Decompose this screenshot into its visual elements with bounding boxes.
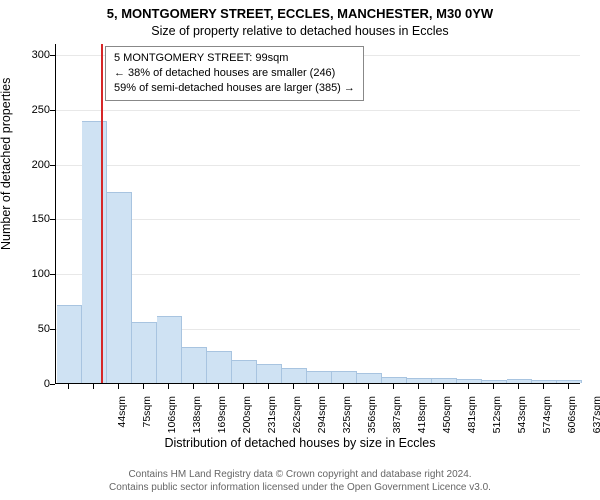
x-tick	[543, 384, 544, 389]
y-tick	[50, 274, 55, 275]
histogram-bar	[557, 380, 582, 383]
y-tick-label: 250	[10, 104, 50, 116]
gridline	[56, 110, 580, 111]
chart-subtitle: Size of property relative to detached ho…	[0, 24, 600, 38]
histogram-bar	[482, 380, 507, 383]
x-tick	[443, 384, 444, 389]
histogram-bar	[432, 378, 457, 383]
y-tick-label: 300	[10, 49, 50, 61]
x-tick	[343, 384, 344, 389]
y-tick	[50, 384, 55, 385]
histogram-bar	[357, 373, 382, 383]
x-tick	[93, 384, 94, 389]
histogram-bar	[332, 371, 357, 383]
x-tick	[68, 384, 69, 389]
footer-line-1: Contains HM Land Registry data © Crown c…	[128, 469, 471, 480]
histogram-bar	[507, 379, 532, 383]
footer-line-2: Contains public sector information licen…	[109, 482, 491, 493]
y-tick	[50, 165, 55, 166]
histogram-bar	[307, 371, 332, 383]
histogram-bar	[282, 368, 307, 383]
y-tick-label: 50	[10, 323, 50, 335]
x-tick	[468, 384, 469, 389]
x-tick	[143, 384, 144, 389]
x-tick	[118, 384, 119, 389]
histogram-bar	[382, 377, 407, 383]
x-axis-label: Distribution of detached houses by size …	[0, 436, 600, 450]
gridline	[56, 165, 580, 166]
x-tick	[418, 384, 419, 389]
histogram-bar	[82, 121, 107, 383]
histogram-bar	[157, 316, 182, 383]
histogram-bar	[457, 379, 482, 383]
x-tick	[568, 384, 569, 389]
gridline	[56, 219, 580, 220]
y-tick-label: 100	[10, 268, 50, 280]
x-tick	[293, 384, 294, 389]
histogram-bar	[57, 305, 82, 383]
y-tick-label: 150	[10, 213, 50, 225]
y-tick	[50, 110, 55, 111]
legend-line-3: 59% of semi-detached houses are larger (…	[114, 81, 355, 96]
x-tick	[218, 384, 219, 389]
x-tick	[193, 384, 194, 389]
histogram-bar	[107, 192, 132, 383]
histogram-bar	[532, 380, 557, 383]
x-tick	[393, 384, 394, 389]
y-tick	[50, 219, 55, 220]
y-tick-label: 200	[10, 159, 50, 171]
x-tick	[318, 384, 319, 389]
chart-container: 5, MONTGOMERY STREET, ECCLES, MANCHESTER…	[0, 0, 600, 500]
x-tick	[243, 384, 244, 389]
y-tick	[50, 329, 55, 330]
histogram-bar	[207, 351, 232, 383]
histogram-bar	[407, 378, 432, 383]
legend-box: 5 MONTGOMERY STREET: 99sqm ← 38% of deta…	[105, 46, 364, 101]
x-tick	[268, 384, 269, 389]
y-tick-label: 0	[10, 378, 50, 390]
gridline	[56, 274, 580, 275]
legend-line-1: 5 MONTGOMERY STREET: 99sqm	[114, 51, 355, 66]
footer-attribution: Contains HM Land Registry data © Crown c…	[0, 469, 600, 494]
x-tick	[493, 384, 494, 389]
x-tick	[368, 384, 369, 389]
x-tick	[518, 384, 519, 389]
histogram-bar	[257, 364, 282, 383]
legend-line-2: ← 38% of detached houses are smaller (24…	[114, 66, 355, 81]
histogram-bar	[132, 322, 157, 383]
x-tick	[168, 384, 169, 389]
histogram-bar	[232, 360, 257, 383]
chart-title: 5, MONTGOMERY STREET, ECCLES, MANCHESTER…	[0, 6, 600, 21]
marker-line	[101, 44, 103, 383]
y-tick	[50, 55, 55, 56]
histogram-bar	[182, 347, 207, 383]
